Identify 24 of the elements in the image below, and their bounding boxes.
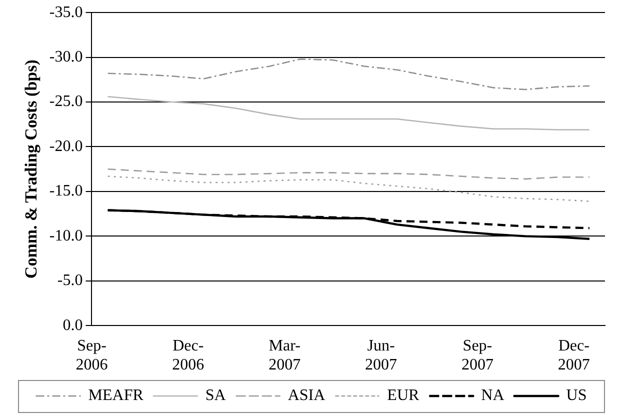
y-axis-title: Comm. & Trading Costs (bps) bbox=[22, 60, 41, 279]
y-tick-label: -10.0 bbox=[49, 227, 83, 244]
legend-label: EUR bbox=[387, 387, 420, 404]
y-tick-label: 0.0 bbox=[62, 316, 83, 334]
line-series bbox=[107, 58, 590, 90]
line-series bbox=[107, 176, 590, 202]
x-tick-label: Jun-2007 bbox=[365, 337, 398, 374]
y-tick-label: -25.0 bbox=[49, 93, 83, 110]
legend-label: SA bbox=[205, 387, 226, 404]
x-tick-label: Dec-2006 bbox=[172, 337, 204, 374]
y-tick-label: -5.0 bbox=[57, 272, 83, 290]
line-series bbox=[107, 168, 590, 180]
legend-label: ASIA bbox=[288, 387, 326, 404]
y-tick-label: -20.0 bbox=[49, 138, 83, 155]
x-tick-label: Sep-2006 bbox=[76, 337, 108, 374]
legend-label: NA bbox=[481, 387, 505, 404]
legend-label: US bbox=[566, 387, 587, 404]
x-tick-label: Dec-2007 bbox=[558, 337, 590, 374]
y-tick-label: -35.0 bbox=[49, 4, 83, 21]
y-tick-label: -30.0 bbox=[49, 48, 83, 66]
x-tick-label: Mar-2007 bbox=[268, 337, 301, 374]
x-tick-label: Sep-2007 bbox=[461, 337, 494, 374]
y-tick-label: -15.0 bbox=[49, 182, 83, 200]
legend-label: MEAFR bbox=[88, 387, 144, 404]
